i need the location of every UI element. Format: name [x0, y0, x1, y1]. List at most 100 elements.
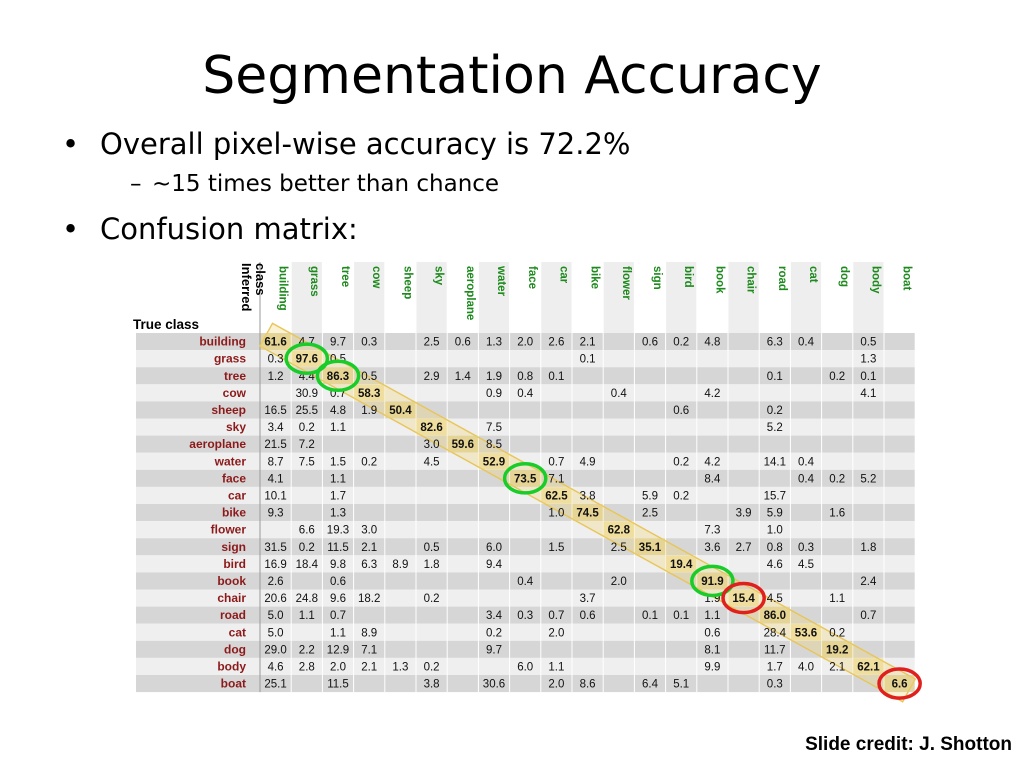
column-header-bg: [852, 262, 884, 333]
matrix-cell: 2.0: [611, 576, 627, 588]
matrix-cell: 5.9: [767, 508, 783, 520]
diagonal-cell-bg: [354, 384, 385, 401]
matrix-cell: 6.0: [517, 662, 533, 674]
matrix-cell: 7.3: [704, 525, 720, 537]
matrix-cell: 1.1: [548, 662, 564, 674]
matrix-cell: 82.6: [420, 422, 442, 434]
matrix-cell: 1.1: [330, 422, 346, 434]
matrix-cell: 14.1: [764, 456, 786, 468]
diagonal-cell-bg: [416, 419, 447, 436]
column-header-bg: [260, 262, 292, 333]
matrix-cell: 20.6: [264, 593, 286, 605]
row-label-water: water: [214, 454, 247, 468]
matrix-cell: 62.5: [545, 491, 568, 503]
matrix-cell: 2.0: [330, 662, 346, 674]
matrix-cell: 3.0: [361, 525, 377, 537]
matrix-cell: 2.9: [424, 371, 440, 383]
column-label-cat: cat: [807, 266, 819, 283]
good-accuracy-circle: [284, 342, 330, 375]
column-header-bg: [634, 262, 666, 333]
row-label-chair: chair: [217, 591, 246, 605]
matrix-cell: 5.1: [673, 679, 689, 691]
table-row-bg: [136, 418, 916, 436]
matrix-cell: 8.7: [268, 456, 284, 468]
matrix-cell: 8.1: [704, 644, 720, 656]
column-header-bg: [603, 262, 635, 333]
slide-credit: Slide credit: J. Shotton: [805, 734, 1012, 755]
good-accuracy-circle: [315, 359, 361, 393]
matrix-cell: 0.2: [829, 371, 845, 383]
diagonal-cell-bg: [322, 367, 354, 384]
matrix-cell: 15.7: [764, 491, 786, 503]
column-header-bg: [884, 262, 916, 333]
table-row-bg: [136, 367, 916, 385]
poor-accuracy-circle: [721, 581, 766, 615]
row-label-sheep: sheep: [211, 403, 246, 417]
matrix-cell: 18.2: [358, 593, 380, 605]
matrix-cell: 1.2: [268, 371, 284, 383]
matrix-cell: 86.0: [764, 610, 786, 622]
matrix-cell: 9.7: [330, 337, 346, 349]
subbullet-symbol: –: [130, 171, 142, 197]
table-row-bg: [136, 504, 916, 522]
matrix-cell: 2.5: [424, 337, 440, 349]
matrix-cell: 8.4: [704, 473, 721, 485]
column-label-road: road: [776, 266, 788, 291]
row-label-bird: bird: [223, 557, 246, 571]
matrix-cell: 6.6: [299, 525, 315, 537]
matrix-cell: 5.2: [767, 422, 783, 434]
matrix-cell: 19.2: [826, 644, 848, 656]
matrix-cell: 0.5: [424, 542, 440, 554]
diagonal-cell-bg: [572, 504, 603, 521]
matrix-cell: 1.3: [330, 508, 346, 520]
diagonal-cell-bg: [541, 487, 572, 504]
matrix-cell: 4.6: [268, 662, 284, 674]
matrix-cell: 2.5: [611, 542, 627, 554]
row-label-boat: boat: [221, 677, 246, 691]
matrix-cell: 24.8: [296, 593, 318, 605]
matrix-cell: 15.4: [732, 593, 755, 605]
matrix-cell: 21.5: [264, 439, 286, 451]
matrix-cell: 4.1: [860, 388, 876, 400]
matrix-cell: 2.0: [548, 627, 564, 639]
diagonal-cell-bg: [634, 538, 666, 555]
matrix-cell: 6.6: [892, 679, 908, 691]
column-header-bg: [759, 262, 791, 333]
matrix-cell: 3.8: [424, 679, 440, 691]
table-row-bg: [136, 657, 916, 675]
table-row-bg: [136, 623, 916, 641]
matrix-cell: 6.4: [642, 679, 659, 691]
column-label-sign: sign: [651, 266, 663, 290]
matrix-cell: 2.1: [829, 662, 845, 674]
matrix-cell: 2.6: [268, 576, 284, 588]
matrix-cell: 31.5: [264, 542, 286, 554]
matrix-cell: 7.1: [361, 644, 377, 656]
row-label-cow: cow: [223, 386, 247, 400]
matrix-cell: 0.7: [860, 610, 876, 622]
column-header-bg: [291, 262, 323, 333]
matrix-cell: 8.9: [392, 559, 408, 571]
matrix-cell: 0.2: [361, 456, 377, 468]
matrix-cell: 2.1: [580, 337, 596, 349]
matrix-cell: 0.4: [517, 388, 534, 400]
row-label-sign: sign: [221, 540, 246, 554]
good-accuracy-circle: [690, 564, 735, 598]
matrix-cell: 53.6: [795, 627, 817, 639]
matrix-cell: 1.3: [860, 354, 876, 366]
matrix-cell: 4.0: [798, 662, 814, 674]
matrix-cell: 30.6: [483, 679, 505, 691]
matrix-cell: 0.1: [580, 354, 596, 366]
table-row-bg: [136, 606, 916, 624]
matrix-cell: 0.1: [767, 371, 783, 383]
matrix-cell: 1.1: [829, 593, 845, 605]
matrix-cell: 0.9: [486, 388, 502, 400]
matrix-cell: 12.9: [327, 644, 349, 656]
diagonal-cell-bg: [478, 453, 510, 470]
matrix-cell: 1.3: [392, 662, 408, 674]
matrix-cell: 62.8: [608, 525, 631, 537]
matrix-cell: 2.0: [548, 679, 564, 691]
matrix-cell: 1.5: [330, 456, 346, 468]
matrix-cell: 25.5: [296, 405, 318, 417]
matrix-cell: 0.2: [673, 491, 689, 503]
